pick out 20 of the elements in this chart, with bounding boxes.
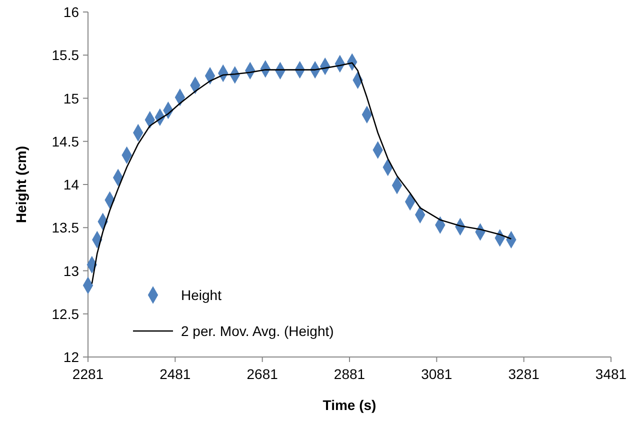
legend-label: Height: [181, 287, 222, 303]
legend-label: 2 per. Mov. Avg. (Height): [181, 323, 334, 339]
x-tick-label: 3081: [421, 366, 452, 382]
y-axis-title: Height (cm): [13, 146, 29, 223]
x-tick-label: 2481: [160, 366, 191, 382]
y-tick-label: 13: [63, 262, 80, 279]
x-tick-label: 3281: [508, 366, 540, 382]
x-axis-title: Time (s): [322, 397, 376, 413]
y-tick-label: 15: [63, 90, 80, 106]
x-tick-label: 2681: [246, 366, 278, 382]
y-tick-label: 16: [63, 4, 80, 20]
y-tick-label: 14.5: [52, 133, 80, 150]
y-tick-label: 12: [63, 349, 80, 365]
x-tick-label: 2281: [72, 366, 104, 382]
y-tick-label: 14: [63, 176, 80, 192]
x-tick-label: 3481: [595, 366, 627, 382]
y-tick-label: 12.5: [52, 306, 80, 322]
x-tick-label: 2881: [334, 366, 366, 382]
y-tick-label: 13.5: [52, 220, 80, 236]
y-tick-label: 15.5: [52, 47, 80, 64]
